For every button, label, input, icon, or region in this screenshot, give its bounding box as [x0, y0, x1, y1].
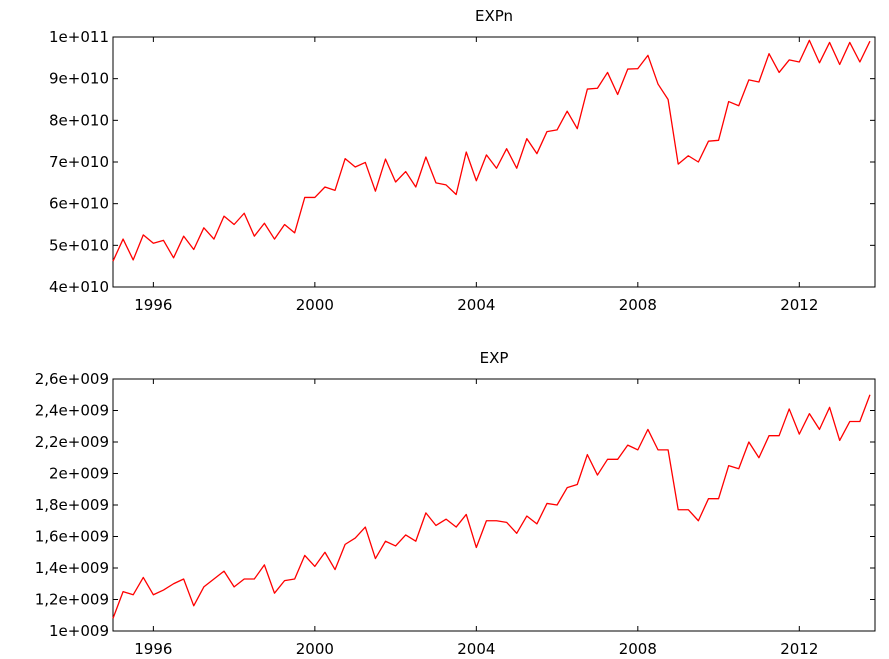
- x-tick-label: 2004: [457, 296, 495, 314]
- y-tick-label: 2e+009: [49, 465, 109, 483]
- y-tick-label: 1,6e+009: [35, 528, 109, 546]
- y-tick-label: 1,8e+009: [35, 496, 109, 514]
- x-tick-label: 2008: [619, 296, 657, 314]
- exp-chart: EXP 1e+009 1,2e+009 1,4e+009 1,6e+009 1,8e+00…: [35, 349, 876, 658]
- y-tick-label: 1e+011: [49, 28, 109, 46]
- chart-title: EXPn: [475, 7, 513, 25]
- x-tick-label: 1996: [134, 296, 172, 314]
- series-line: [112, 394, 871, 619]
- x-tick-label: 1996: [134, 640, 172, 658]
- x-tick-label: 2012: [780, 296, 818, 314]
- x-tick-label: 2008: [619, 640, 657, 658]
- expn-chart: EXPn 4e+010 5e+010 6e+010 7e+010 8e+010 9e+010…: [49, 7, 876, 314]
- y-tick-label: 2,2e+009: [35, 433, 109, 451]
- y-tick-label: 1,2e+009: [35, 591, 109, 609]
- y-tick-label: 6e+010: [49, 195, 109, 213]
- y-tick-label: 7e+010: [49, 153, 109, 171]
- plot-frame: [112, 378, 876, 632]
- y-tick-label: 1e+009: [49, 622, 109, 640]
- y-tick-label: 5e+010: [49, 236, 109, 254]
- x-tick-label: 2000: [296, 640, 334, 658]
- y-tick-label: 2,4e+009: [35, 402, 109, 420]
- y-tick-label: 2,6e+009: [35, 370, 109, 388]
- series-line: [112, 39, 871, 262]
- y-tick-label: 8e+010: [49, 111, 109, 129]
- y-tick-label: 1,4e+009: [35, 559, 109, 577]
- x-tick-label: 2000: [296, 296, 334, 314]
- x-tick-label: 2012: [780, 640, 818, 658]
- y-tick-label: 9e+010: [49, 70, 109, 88]
- x-tick-label: 2004: [457, 640, 495, 658]
- chart-title: EXP: [480, 349, 509, 367]
- plot-frame: [112, 36, 876, 288]
- y-tick-label: 4e+010: [49, 278, 109, 296]
